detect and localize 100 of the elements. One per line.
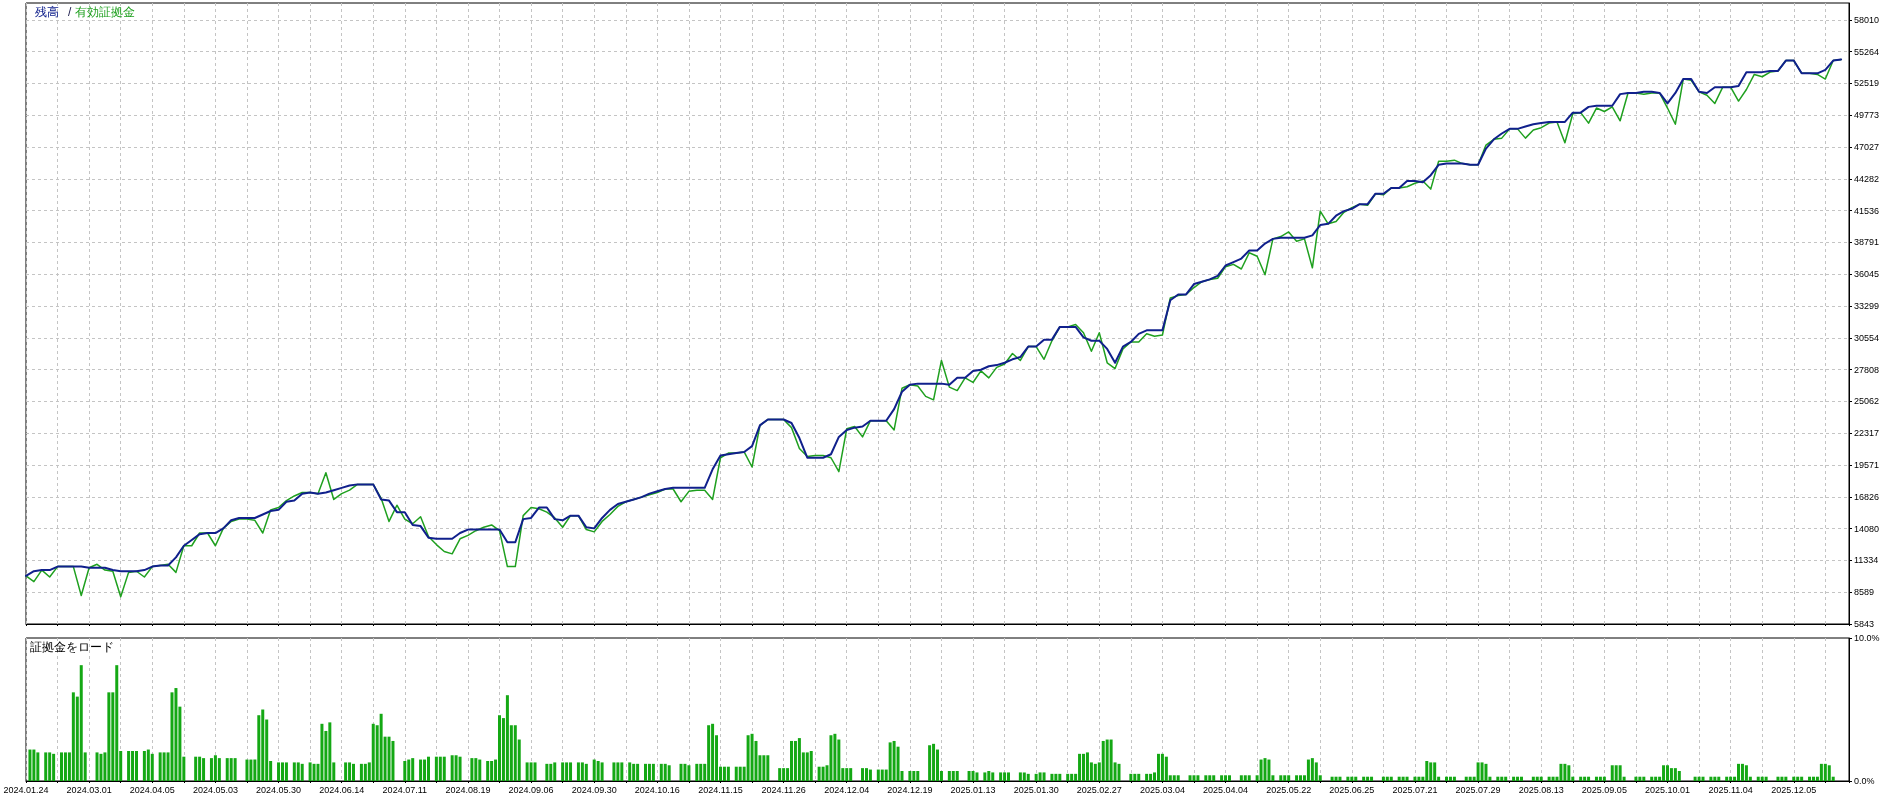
bar xyxy=(667,765,671,781)
bar xyxy=(616,762,620,781)
bar xyxy=(1401,776,1405,781)
bar xyxy=(63,752,67,781)
bar xyxy=(1697,776,1701,781)
bar xyxy=(1654,776,1658,781)
bar xyxy=(1066,773,1070,781)
bar xyxy=(1677,770,1681,781)
x-tick-label: 2025.05.22 xyxy=(1266,784,1312,795)
bar xyxy=(1796,776,1800,781)
bar xyxy=(99,753,103,781)
y-tick-label: 27808 xyxy=(1854,364,1880,375)
bar xyxy=(659,763,663,781)
x-tick-label: 2024.05.30 xyxy=(256,784,302,795)
bar xyxy=(308,762,312,781)
bar xyxy=(809,750,813,781)
bar xyxy=(1744,765,1748,781)
bar xyxy=(284,762,288,781)
bar xyxy=(1299,775,1303,781)
bar xyxy=(1007,772,1011,781)
bar xyxy=(233,758,237,781)
bar xyxy=(561,762,565,781)
bar xyxy=(987,770,991,781)
y-tick-label: 49773 xyxy=(1854,110,1880,121)
bar xyxy=(967,770,971,781)
bar xyxy=(60,752,64,781)
bar xyxy=(868,769,872,781)
bar xyxy=(1334,776,1338,781)
bar xyxy=(1228,775,1231,781)
y-tick-label: 8589 xyxy=(1854,587,1875,598)
y-tick-label: 16826 xyxy=(1854,491,1880,502)
bar xyxy=(1224,775,1228,781)
bar xyxy=(1212,775,1216,781)
bar xyxy=(1196,775,1200,781)
bar xyxy=(580,762,584,781)
bar xyxy=(793,740,797,781)
bar xyxy=(821,766,825,781)
bar xyxy=(79,665,83,781)
bar xyxy=(908,770,912,781)
bar xyxy=(1563,763,1567,781)
bar xyxy=(1338,776,1342,781)
bar xyxy=(971,770,975,781)
bar xyxy=(1034,773,1038,781)
bar xyxy=(209,758,213,781)
bar xyxy=(1413,776,1417,781)
bar xyxy=(486,760,490,781)
bar xyxy=(1192,775,1196,781)
x-tick-label: 2025.02.27 xyxy=(1076,784,1122,795)
bar xyxy=(312,763,316,781)
bar xyxy=(426,756,430,781)
bar xyxy=(1050,773,1054,781)
x-tick-label: 2024.05.03 xyxy=(192,784,238,795)
bar xyxy=(1800,776,1804,781)
x-tick-label: 2025.11.04 xyxy=(1708,784,1753,795)
bar xyxy=(229,758,233,781)
bar xyxy=(1709,776,1713,781)
y-tick-label: 52519 xyxy=(1854,78,1880,89)
bar xyxy=(379,713,383,781)
bar xyxy=(1295,775,1299,781)
bar xyxy=(1172,775,1176,781)
y-tick-label: 58010 xyxy=(1854,14,1880,25)
bar xyxy=(48,752,52,781)
x-tick-label: 2024.12.04 xyxy=(824,784,870,795)
bar xyxy=(52,753,56,781)
bar xyxy=(1330,776,1334,781)
bar xyxy=(470,758,474,781)
bar xyxy=(545,763,549,781)
bar xyxy=(592,759,596,781)
text: 残高 xyxy=(35,5,59,19)
bar xyxy=(876,769,880,781)
bar xyxy=(1042,772,1046,781)
bar xyxy=(198,756,202,781)
bar xyxy=(663,763,667,781)
x-tick-label: 2025.01.30 xyxy=(1013,784,1059,795)
bar xyxy=(1662,765,1666,781)
x-tick-label: 2024.07.11 xyxy=(382,784,427,795)
bar xyxy=(403,760,407,781)
bar xyxy=(320,723,324,781)
bar xyxy=(1764,776,1768,781)
x-tick-label: 2025.01.13 xyxy=(950,784,996,795)
bar xyxy=(1535,776,1539,781)
bar xyxy=(1567,765,1571,781)
bar xyxy=(1539,776,1543,781)
bar xyxy=(1003,772,1007,781)
bar xyxy=(1085,752,1089,781)
bar xyxy=(1188,775,1192,781)
bar xyxy=(1259,759,1263,781)
bar xyxy=(1634,776,1638,781)
bar xyxy=(419,759,423,781)
x-tick-label: 2025.08.13 xyxy=(1518,784,1564,795)
bar xyxy=(1448,776,1452,781)
bar xyxy=(1247,775,1251,781)
bar xyxy=(1776,776,1780,781)
annotation: / xyxy=(68,5,72,19)
y-tick-label: 14080 xyxy=(1854,523,1880,534)
bar xyxy=(1156,753,1160,781)
bar xyxy=(1500,776,1504,781)
bar xyxy=(738,766,742,781)
x-tick-label: 2024.11.15 xyxy=(698,784,743,795)
bar xyxy=(817,766,821,781)
